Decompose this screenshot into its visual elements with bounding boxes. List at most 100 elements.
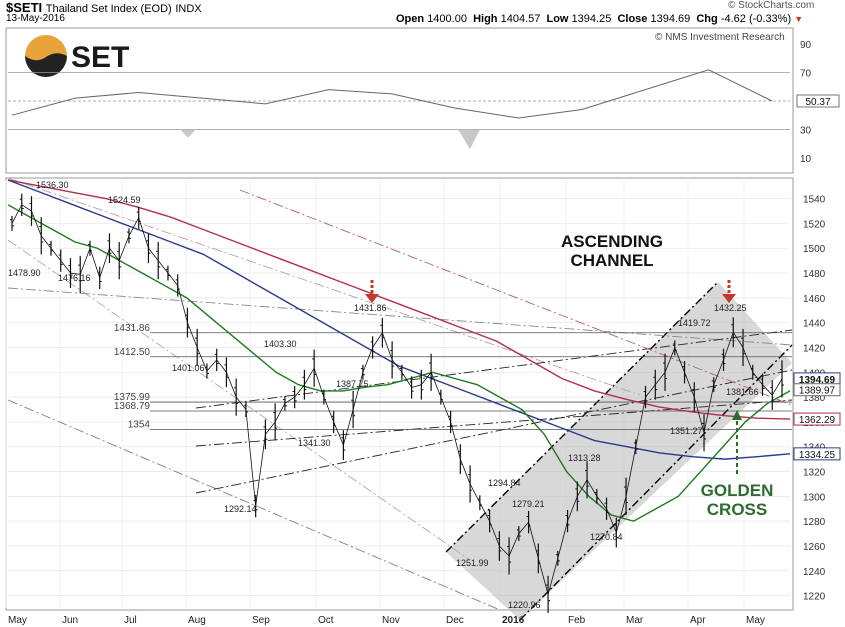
watermark: © StockCharts.com [728,0,815,11]
level-label: 1412.50 [114,347,151,358]
ohlc-bar: Open 1400.00 High 1404.57 Low 1394.25 Cl… [396,13,804,25]
price-link [138,217,149,249]
price-link [235,396,247,410]
price-link [245,409,257,507]
chart-title: $SETI Thailand Set Index (EOD) INDX [6,0,202,15]
price-annotation: 1270.84 [590,532,623,542]
month-tick-label: 2016 [502,615,525,626]
price-link [31,210,42,236]
price-link [226,372,237,398]
month-tick-label: Nov [382,615,400,626]
rsi-tick-label: 30 [800,125,812,136]
level-label: 1354 [128,419,151,430]
price-annotation: 1401.06 [172,363,205,373]
price-annotation: 1279.21 [512,499,545,509]
trendline [7,399,501,611]
price-link [459,458,471,485]
price-link [693,396,705,433]
price-link [128,217,140,237]
price-link [411,384,422,388]
exchange: INDX [175,3,202,15]
price-tick-label: 1300 [803,492,826,503]
credit: © NMS Investment Research [655,32,785,43]
price-tag-box [793,383,841,397]
price-link [421,372,432,385]
price-link [732,332,744,348]
price-link [567,496,578,522]
price-tick-label: 1420 [803,343,826,354]
ma-100-line [7,179,791,460]
rsi-value-box [796,94,840,108]
price-link [479,502,490,522]
price-link [382,332,393,361]
rsi-last-value: 50.37 [805,97,830,108]
price-annotation: 1292.14 [224,504,257,514]
price-link [596,496,607,510]
price-link [615,496,627,533]
channel-label: ASCENDING [561,232,663,251]
price-link [255,434,266,507]
price-link [752,372,763,385]
price-tag-label: 1389.97 [799,386,836,397]
price-annotation: 1476.16 [58,273,91,283]
price-link [148,247,159,261]
price-link [89,248,101,278]
price-link [372,332,383,348]
price-link [391,359,403,373]
price-link [206,359,217,372]
price-link [196,347,208,372]
rsi-oversold-fill [180,129,196,138]
ma-50-line [7,204,791,522]
price-link [60,260,71,274]
level-label: 1368.79 [114,401,151,412]
price-annotation: 1294.84 [488,478,521,488]
price-link [469,483,481,503]
red-arrow-apr-head [722,294,736,303]
price-annotation: 1341.30 [298,438,331,448]
rsi-tick-label: 70 [800,69,812,80]
price-link [40,235,52,249]
month-tick-label: Feb [568,615,586,626]
trendline [195,329,793,409]
month-tick-label: Oct [318,615,334,626]
price-annotation: 1524.59 [108,195,141,205]
price-link [323,396,335,423]
price-link [274,403,286,423]
trendline [7,177,641,396]
price-link [635,397,646,447]
price-annotation: 1478.90 [8,268,41,278]
price-link [674,347,685,373]
price-link [265,421,276,435]
price-tag-box [793,447,841,461]
price-link [109,247,120,261]
price-link [440,396,451,423]
price-tick-label: 1320 [803,468,826,479]
price-annotation: 1536.30 [36,180,69,190]
price-annotation: 1381.66 [726,387,759,397]
rsi-line [11,69,773,119]
month-tick-label: Aug [188,615,206,626]
price-annotation: 1403.30 [264,339,297,349]
month-tick-label: Apr [690,615,706,626]
price-link [284,396,295,404]
rsi-oversold-fill [458,129,480,150]
price-link [547,558,559,595]
golden-cross-label: CROSS [707,500,767,519]
price-link [508,533,520,557]
price-link [586,479,598,497]
price-link [118,235,130,261]
trendline [195,399,793,447]
change-down-icon: ▼ [794,14,804,24]
price-link [430,372,442,398]
trendline [7,287,793,346]
price-link [333,421,344,446]
price-link [99,248,110,278]
trendline [195,369,793,494]
price-link [450,421,461,460]
price-link [177,285,188,323]
price-link [401,372,412,388]
month-tick-label: Dec [446,615,464,626]
price-annotation: 1220.96 [508,600,541,610]
price-link [645,384,656,398]
